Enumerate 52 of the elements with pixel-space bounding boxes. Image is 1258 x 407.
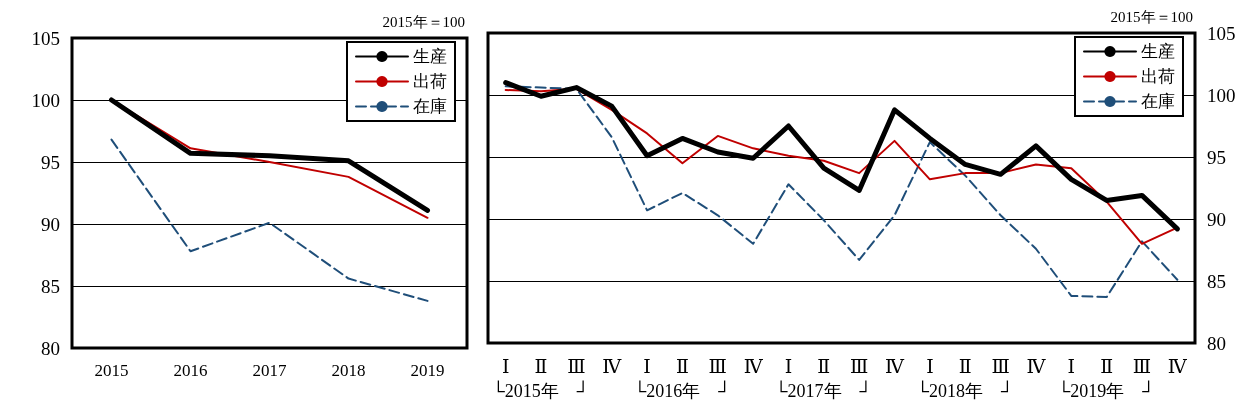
x-tick-label: Ⅲ [1132, 356, 1152, 377]
line-series [504, 85, 1179, 299]
x-tick-label: Ⅳ [743, 356, 764, 377]
text: └2017年 ┘ [774, 380, 873, 401]
text: └2015年 ┘ [492, 380, 590, 401]
x-tick-label: Ⅰ [501, 356, 510, 377]
line-series [110, 138, 429, 302]
x-tick-label: Ⅲ [708, 356, 727, 377]
y-tick-label: 90 [41, 213, 60, 235]
legend-label: 出荷 [1141, 67, 1175, 86]
x-tick-label: Ⅳ [885, 356, 906, 377]
x-tick-label: Ⅰ [643, 356, 651, 377]
x-tick-label: Ⅱ [675, 356, 689, 377]
x-tick-label: Ⅱ [958, 356, 972, 377]
x-tick-label: 2019 [410, 361, 445, 380]
x-tick-label: Ⅰ [784, 356, 793, 377]
y-tick-label: 100 [1207, 84, 1236, 106]
x-tick-label: Ⅳ [602, 356, 623, 377]
legend-label: 在庫 [1141, 92, 1175, 111]
x-tick-label: Ⅳ [1167, 356, 1188, 377]
y-tick-label: 105 [31, 27, 60, 49]
x-tick-label: 2018 [331, 361, 366, 380]
x-tick-label: Ⅰ [1067, 356, 1076, 377]
x-tick-label: 2015 [94, 361, 129, 380]
y-tick-label: 95 [1207, 146, 1226, 168]
legend-label: 出荷 [413, 72, 447, 91]
text: 2015年＝100 [382, 13, 465, 30]
x-tick-label: Ⅳ [1026, 356, 1047, 377]
x-tick-label: Ⅱ [1100, 356, 1114, 377]
x-tick-label: Ⅱ [534, 356, 548, 377]
text: └2018年 ┘ [916, 380, 1014, 401]
text: 2015年＝100 [1110, 8, 1193, 25]
y-tick-label: 100 [31, 89, 60, 111]
x-tick-label: 2016 [173, 361, 208, 380]
legend-label: 生産 [413, 47, 447, 66]
legend-label: 生産 [1141, 42, 1175, 61]
x-tick-label: Ⅲ [991, 356, 1010, 377]
x-tick-label: Ⅲ [850, 356, 869, 377]
legend-label: 在庫 [413, 97, 447, 116]
x-tick-label: Ⅲ [567, 356, 586, 377]
y-tick-label: 95 [41, 151, 60, 173]
y-tick-label: 80 [1207, 332, 1226, 354]
x-tick-label: Ⅰ [926, 356, 934, 377]
x-tick-label: Ⅱ [817, 356, 831, 377]
x-tick-label: 2017 [252, 361, 287, 380]
y-tick-label: 85 [41, 275, 60, 297]
y-tick-label: 105 [1207, 22, 1236, 44]
y-tick-label: 85 [1207, 270, 1226, 292]
text: └2019年 ┘ [1057, 380, 1156, 401]
y-tick-label: 80 [41, 337, 60, 359]
y-tick-label: 90 [1207, 208, 1226, 230]
text: └2016年 ┘ [633, 380, 731, 401]
